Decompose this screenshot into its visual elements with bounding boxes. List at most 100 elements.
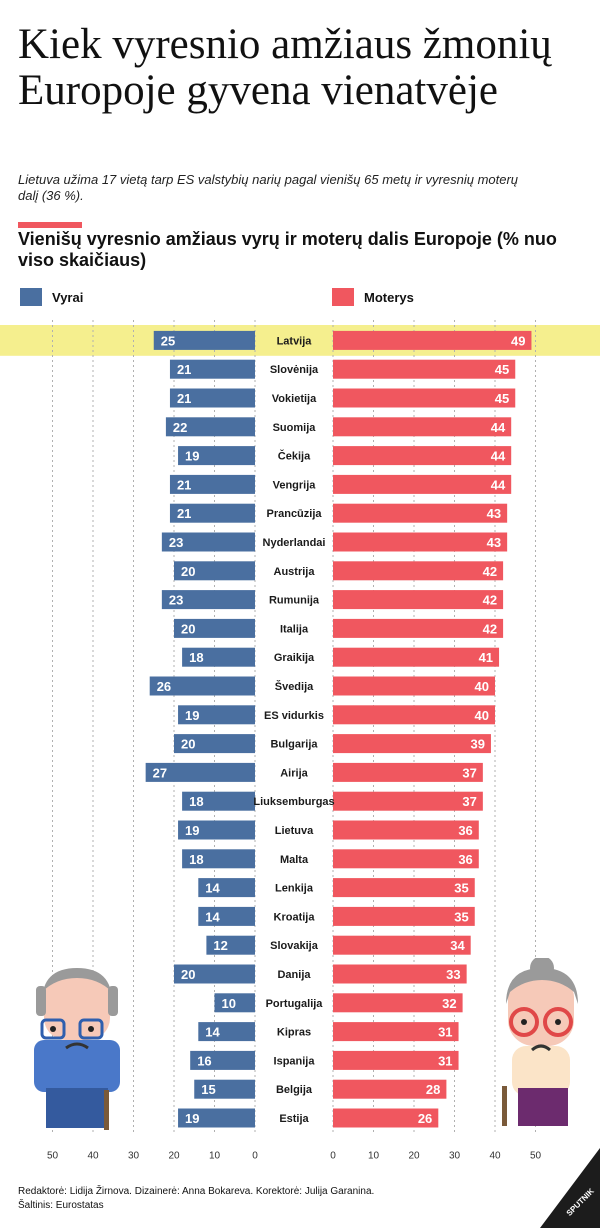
man-eye-left (50, 1026, 56, 1032)
data-label-women: 45 (495, 362, 509, 377)
data-label-men: 23 (169, 535, 183, 550)
data-label-men: 14 (205, 881, 220, 896)
bar-women (333, 532, 508, 552)
legend-women: Moterys (332, 287, 414, 307)
woman-cane-icon (502, 1086, 507, 1126)
bar-women (333, 734, 491, 754)
category-label: Vokietija (272, 393, 317, 405)
category-label: Bulgarija (270, 739, 318, 751)
woman-glasses-left-icon (509, 1007, 539, 1037)
bar-women (333, 964, 467, 984)
man-mouth (65, 1042, 89, 1050)
bar-women (333, 1079, 447, 1099)
bar-women (333, 705, 495, 725)
data-label-women: 31 (438, 1025, 452, 1040)
category-label: Airija (280, 767, 308, 779)
category-label: Estija (279, 1113, 309, 1125)
bar-men (174, 561, 255, 581)
elderly-man-illustration (34, 968, 120, 1130)
tick-label-women: 10 (368, 1150, 380, 1160)
legend-women-label: Moterys (364, 289, 414, 305)
data-label-men: 20 (181, 564, 195, 579)
man-hair-icon (42, 968, 112, 1002)
bar-men (194, 1079, 255, 1099)
bar-men (169, 388, 255, 408)
woman-blouse-icon (512, 1046, 570, 1096)
data-label-men: 25 (161, 333, 175, 348)
bar-men (165, 417, 255, 437)
data-label-women: 26 (418, 1111, 432, 1126)
data-label-men: 14 (205, 909, 220, 924)
data-label-women: 42 (483, 621, 497, 636)
data-label-women: 41 (479, 650, 493, 665)
legend-men: Vyrai (20, 287, 83, 307)
category-label: Lenkija (275, 883, 314, 895)
data-label-men: 12 (213, 938, 227, 953)
data-label-men: 21 (177, 391, 191, 406)
bar-men (198, 906, 255, 926)
bar-women (333, 388, 516, 408)
data-label-women: 42 (483, 593, 497, 608)
data-label-men: 26 (157, 679, 171, 694)
data-label-men: 21 (177, 362, 191, 377)
bar-women (333, 561, 504, 581)
bar-women (333, 503, 508, 523)
data-label-women: 28 (426, 1082, 440, 1097)
category-label: ES vidurkis (264, 710, 324, 722)
bar-women (333, 618, 504, 638)
chart-title: Vienišų vyresnio amžiaus vyrų ir moterų … (18, 229, 557, 270)
tick-label-men: 20 (168, 1150, 180, 1160)
page-subtitle: Lietuva užima 17 vietą tarp ES valstybių… (18, 172, 519, 203)
bar-women (333, 1050, 459, 1070)
category-label: Italija (280, 623, 309, 635)
elderly-woman-illustration (502, 958, 578, 1126)
category-label: Kroatija (274, 911, 316, 923)
category-label: Liuksemburgas (253, 796, 334, 808)
woman-mouth (531, 1044, 551, 1052)
data-label-men: 23 (169, 593, 183, 608)
data-label-men: 18 (189, 650, 203, 665)
bar-women (333, 330, 532, 350)
data-label-women: 39 (470, 737, 484, 752)
bar-men (169, 474, 255, 494)
bar-men (178, 446, 255, 466)
data-label-men: 19 (185, 708, 199, 723)
man-trousers-icon (46, 1088, 108, 1128)
bar-men (182, 849, 255, 869)
data-label-women: 35 (454, 881, 468, 896)
data-label-women: 36 (458, 852, 472, 867)
bar-men (190, 1050, 255, 1070)
category-label: Prancūzija (266, 508, 322, 520)
category-label: Rumunija (269, 595, 320, 607)
bar-women (333, 1022, 459, 1042)
page-title: Kiek vyresnio amžiaus žmonių Europoje gy… (18, 21, 552, 114)
data-label-men: 18 (189, 794, 203, 809)
bar-men (182, 647, 255, 667)
data-label-women: 36 (458, 823, 472, 838)
bar-men (169, 359, 255, 379)
data-label-women: 33 (446, 967, 460, 982)
bar-women (333, 993, 463, 1013)
tick-label-men: 40 (87, 1150, 99, 1160)
bar-women (333, 359, 516, 379)
woman-face-icon (508, 972, 574, 1046)
sputnik-logo: SPUTNIK (540, 1148, 600, 1228)
bar-women (333, 878, 475, 898)
data-label-women: 45 (495, 391, 509, 406)
bar-women (333, 417, 512, 437)
man-glasses-left-icon (40, 1018, 66, 1040)
bar-men (174, 964, 255, 984)
data-label-women: 34 (450, 938, 465, 953)
bar-men (198, 878, 255, 898)
category-label: Lietuva (275, 825, 314, 837)
tick-label-men: 10 (209, 1150, 221, 1160)
data-label-women: 44 (491, 477, 506, 492)
bar-men (174, 618, 255, 638)
data-label-men: 19 (185, 1111, 199, 1126)
data-label-men: 18 (189, 852, 203, 867)
bar-men (174, 734, 255, 754)
data-label-women: 31 (438, 1053, 452, 1068)
category-label: Belgija (276, 1084, 313, 1096)
sputnik-logo-triangle (540, 1148, 600, 1228)
bar-women (333, 1108, 439, 1128)
